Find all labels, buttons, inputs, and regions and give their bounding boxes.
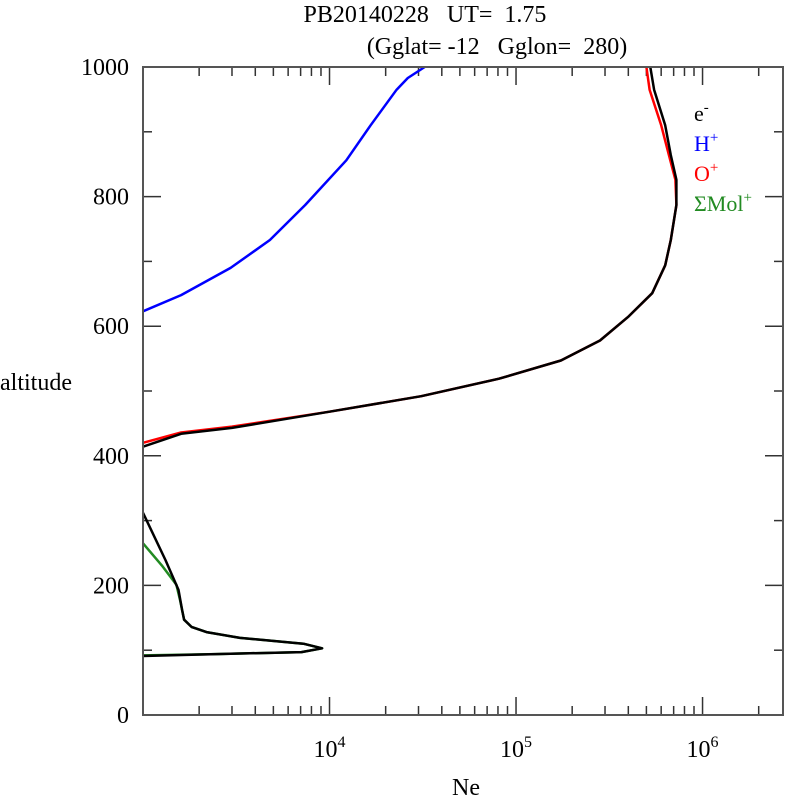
y-tick-label: 200 <box>93 573 129 599</box>
series-line-e-e-f-region- <box>142 66 678 448</box>
x-tick-label: 106 <box>687 734 719 763</box>
y-tick-label: 600 <box>93 314 129 340</box>
x-tick-label: 105 <box>500 734 532 763</box>
legend: e- H+ O+ ΣMol+ <box>694 100 752 216</box>
series-line-e-lower- <box>141 512 324 658</box>
legend-entry: ΣMol+ <box>694 190 752 216</box>
y-tick-label: 400 <box>93 444 129 470</box>
legend-entry: H+ <box>694 130 718 156</box>
x-tick-label: 104 <box>314 734 346 763</box>
series-line-summol- <box>142 542 324 657</box>
y-tick-label: 0 <box>117 703 129 729</box>
y-axis-label: altitude <box>0 370 72 396</box>
series-line-h- <box>142 65 426 313</box>
series-line-o- <box>142 66 678 445</box>
legend-entry: O+ <box>694 160 718 186</box>
legend-entry: e- <box>694 100 709 126</box>
y-tick-label: 800 <box>93 185 129 211</box>
series-lines <box>141 65 678 658</box>
plot-frame <box>142 66 784 716</box>
x-axis-label: Ne <box>452 775 480 796</box>
chart-title: PB20140228 UT= 1.75 <box>304 2 547 28</box>
chart-subtitle: (Gglat= -12 Gglon= 280) <box>367 34 627 60</box>
axis-ticks: 0 200 400 600 800 1000 104 105 106 <box>81 55 783 763</box>
y-tick-label: 1000 <box>81 55 129 81</box>
